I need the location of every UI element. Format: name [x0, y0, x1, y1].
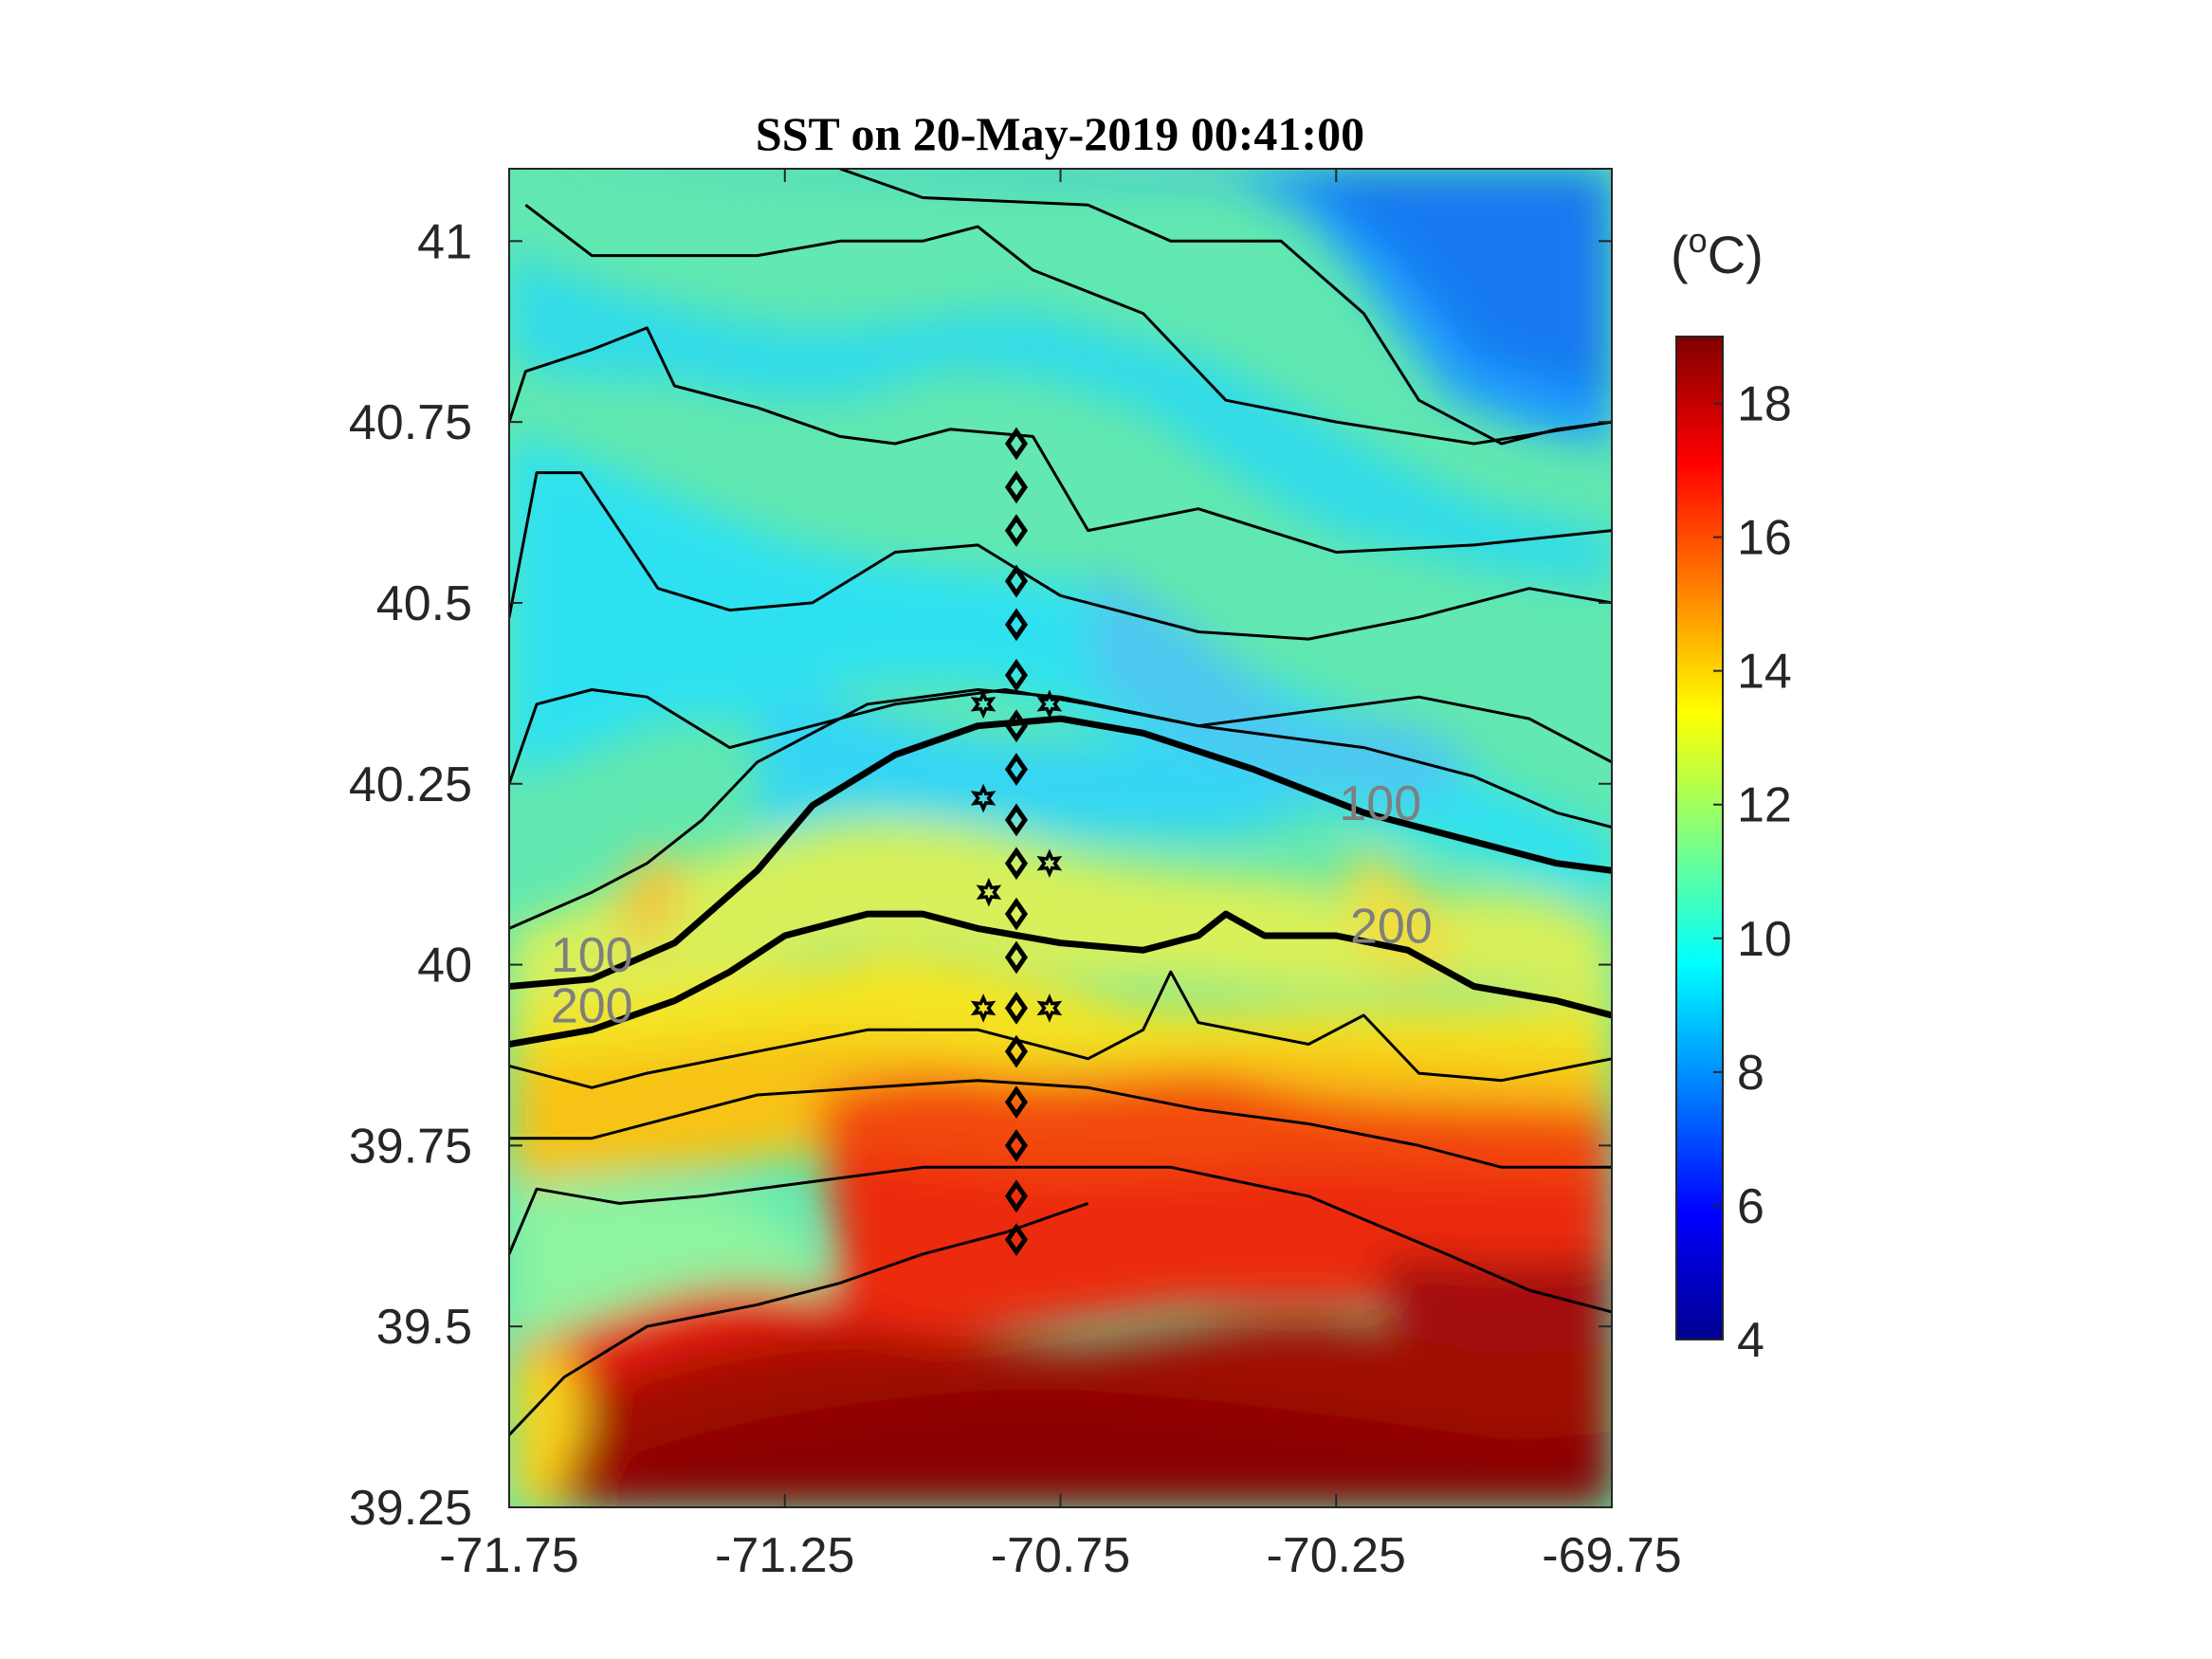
isobath-line	[509, 715, 1612, 990]
colorbar-tick-label: 10	[1737, 912, 1792, 967]
station-markers	[970, 427, 1063, 1256]
colorbar-tick-label: 12	[1737, 778, 1792, 833]
station-diamond	[1004, 753, 1029, 786]
isobath-contours	[509, 169, 1612, 1436]
station-diamond	[1004, 897, 1029, 931]
isobath-line	[524, 204, 1612, 446]
y-tick-label: 39.5	[376, 1300, 472, 1355]
station-diamond	[1004, 564, 1029, 598]
station-diamond	[1004, 709, 1029, 743]
station-star	[970, 994, 996, 1023]
x-tick-label: -70.75	[991, 1528, 1130, 1583]
station-diamond	[1004, 427, 1029, 461]
isobath-line	[509, 688, 1612, 785]
y-tick-label: 40.5	[376, 576, 472, 631]
station-diamond	[1004, 1128, 1029, 1162]
x-tick-label: -71.75	[439, 1528, 578, 1583]
station-star	[976, 877, 1002, 907]
isobath-line	[509, 326, 1612, 554]
contour-label: 100	[551, 928, 633, 983]
x-tick-label: -70.25	[1267, 1528, 1406, 1583]
station-diamond	[1004, 608, 1029, 642]
contour-label: 200	[1350, 900, 1433, 955]
contour-label: 200	[551, 979, 633, 1034]
isobath-line	[509, 910, 1612, 1048]
colorbar-ticks: 4 6 8 10 12 14 16 18	[1713, 377, 1792, 1368]
isobath-line	[509, 1079, 1612, 1169]
isobath-line	[509, 471, 1612, 641]
colorbar-unit: (oC)	[1671, 221, 1764, 284]
colorbar-scale	[1675, 336, 1724, 1340]
y-tick-label: 39.75	[349, 1119, 472, 1174]
station-diamond	[1004, 470, 1029, 504]
station-star	[970, 689, 996, 720]
y-tick-label: 39.25	[349, 1481, 472, 1536]
colorbar-tick-label: 8	[1737, 1046, 1764, 1101]
contour-label: 100	[1339, 776, 1421, 831]
y-tick-label: 40.25	[349, 757, 472, 812]
chart-title: SST on 20-May-2019 00:41:00	[756, 107, 1364, 160]
x-tick-label: -69.75	[1542, 1528, 1681, 1583]
station-diamond	[1004, 1179, 1029, 1213]
isobath-line	[509, 970, 1612, 1089]
station-diamond	[1004, 803, 1029, 837]
station-diamond	[1004, 1085, 1029, 1119]
colorbar-tick-label: 6	[1737, 1179, 1764, 1234]
colorbar-tick-label: 18	[1737, 377, 1792, 432]
y-tick-label: 41	[417, 214, 472, 269]
y-tick-label: 40.75	[349, 395, 472, 450]
station-star	[970, 783, 996, 813]
colorbar-tick-label: 4	[1737, 1313, 1764, 1368]
y-axis: 41 40.75 40.5 40.25 40 39.75 39.5 39.25	[349, 214, 1612, 1536]
station-star	[1036, 994, 1063, 1023]
station-diamond	[1004, 658, 1029, 692]
x-tick-label: -71.25	[715, 1528, 854, 1583]
colorbar: (oC) 4 6 8 10 12 14 16 18	[1671, 221, 1792, 1368]
station-diamond	[1004, 1034, 1029, 1068]
y-tick-label: 40	[417, 939, 472, 994]
station-diamond	[1004, 847, 1029, 881]
isobath-line	[509, 1201, 1089, 1436]
sst-heatmap	[509, 169, 1612, 1507]
station-diamond	[1004, 940, 1029, 975]
colorbar-tick-label: 14	[1737, 645, 1792, 700]
x-axis: -71.75 -71.25 -70.75 -70.25 -69.75	[439, 169, 1682, 1583]
station-star	[1036, 848, 1063, 879]
station-diamond	[1004, 1223, 1029, 1256]
isobath-line	[509, 688, 1612, 930]
isobath-line	[839, 169, 1612, 446]
station-star	[1036, 689, 1063, 720]
station-diamond	[1004, 514, 1029, 548]
colorbar-tick-label: 16	[1737, 511, 1792, 566]
isobath-line	[509, 1165, 1612, 1314]
station-diamond	[1004, 991, 1029, 1025]
